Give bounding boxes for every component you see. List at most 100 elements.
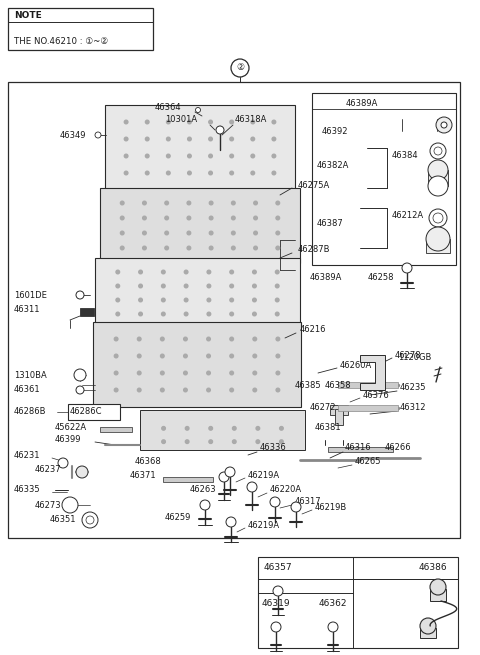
- Circle shape: [162, 284, 165, 288]
- Circle shape: [114, 354, 118, 358]
- Circle shape: [230, 121, 233, 124]
- Circle shape: [426, 227, 450, 251]
- Circle shape: [280, 426, 283, 430]
- Circle shape: [184, 312, 188, 316]
- Circle shape: [137, 388, 141, 392]
- Text: 10301A: 10301A: [165, 115, 197, 124]
- Circle shape: [207, 312, 211, 316]
- Text: 1601DE: 1601DE: [14, 291, 47, 299]
- Text: 46381: 46381: [315, 424, 342, 432]
- Circle shape: [209, 231, 213, 234]
- Text: THE NO.46210 : ①~②: THE NO.46210 : ①~②: [14, 37, 108, 47]
- Circle shape: [165, 201, 168, 205]
- Circle shape: [207, 298, 211, 302]
- Circle shape: [230, 298, 233, 302]
- Text: 46287B: 46287B: [298, 246, 331, 255]
- Text: 46235: 46235: [400, 383, 427, 392]
- Circle shape: [160, 354, 164, 358]
- Text: 46317: 46317: [295, 498, 322, 506]
- Circle shape: [430, 579, 446, 595]
- Circle shape: [256, 426, 260, 430]
- Circle shape: [116, 284, 120, 288]
- Circle shape: [230, 271, 233, 274]
- Text: 46319: 46319: [262, 599, 290, 608]
- Circle shape: [247, 482, 257, 492]
- Circle shape: [276, 216, 279, 220]
- Circle shape: [251, 154, 254, 158]
- Bar: [312, 93, 456, 265]
- Circle shape: [188, 171, 191, 175]
- Text: 46362: 46362: [319, 599, 347, 608]
- Bar: [426, 239, 450, 253]
- Bar: [428, 170, 448, 186]
- Circle shape: [254, 231, 257, 234]
- Bar: [8, 8, 153, 50]
- Bar: [105, 105, 295, 190]
- Circle shape: [167, 154, 170, 158]
- Circle shape: [160, 388, 164, 392]
- Circle shape: [139, 298, 143, 302]
- Bar: [140, 410, 305, 450]
- Text: 46336: 46336: [260, 443, 287, 453]
- Circle shape: [231, 59, 249, 77]
- Circle shape: [209, 121, 212, 124]
- Circle shape: [276, 312, 279, 316]
- Circle shape: [120, 231, 124, 234]
- Circle shape: [272, 154, 276, 158]
- Circle shape: [74, 369, 86, 381]
- Bar: [328, 447, 393, 452]
- Circle shape: [254, 201, 257, 205]
- Circle shape: [272, 121, 276, 124]
- Text: 46286C: 46286C: [70, 407, 103, 417]
- Circle shape: [184, 371, 187, 375]
- Circle shape: [184, 388, 187, 392]
- Text: 46216: 46216: [300, 326, 326, 335]
- Circle shape: [253, 354, 257, 358]
- Circle shape: [209, 154, 212, 158]
- Circle shape: [114, 371, 118, 375]
- Circle shape: [124, 154, 128, 158]
- Circle shape: [162, 426, 166, 430]
- Circle shape: [137, 337, 141, 341]
- Text: 46258: 46258: [368, 274, 395, 282]
- Text: 46278: 46278: [395, 350, 421, 360]
- Circle shape: [434, 147, 442, 155]
- Bar: [335, 409, 343, 425]
- Circle shape: [145, 171, 149, 175]
- Circle shape: [184, 298, 188, 302]
- Circle shape: [276, 271, 279, 274]
- Text: 46265: 46265: [355, 457, 382, 466]
- Text: 46392: 46392: [322, 126, 348, 136]
- Text: 46316: 46316: [345, 443, 372, 453]
- Text: 46376: 46376: [363, 390, 390, 400]
- Circle shape: [137, 371, 141, 375]
- Circle shape: [116, 271, 120, 274]
- Circle shape: [254, 246, 257, 250]
- Bar: [68, 404, 120, 420]
- Circle shape: [209, 426, 213, 430]
- Text: 46220A: 46220A: [270, 485, 302, 495]
- Text: ②: ②: [236, 64, 244, 73]
- Circle shape: [276, 246, 279, 250]
- Circle shape: [428, 160, 448, 180]
- Circle shape: [207, 354, 210, 358]
- Circle shape: [252, 271, 256, 274]
- Circle shape: [124, 121, 128, 124]
- Circle shape: [254, 216, 257, 220]
- Circle shape: [230, 312, 233, 316]
- Circle shape: [226, 517, 236, 527]
- Circle shape: [184, 337, 187, 341]
- Circle shape: [200, 500, 210, 510]
- Text: 46335: 46335: [14, 485, 41, 495]
- Text: 46286B: 46286B: [14, 407, 47, 417]
- Circle shape: [207, 271, 211, 274]
- Circle shape: [230, 354, 233, 358]
- Circle shape: [207, 284, 211, 288]
- Circle shape: [219, 472, 229, 482]
- Circle shape: [165, 231, 168, 234]
- Text: 46364: 46364: [155, 103, 181, 113]
- Circle shape: [188, 154, 191, 158]
- Circle shape: [230, 137, 233, 141]
- Text: 46272: 46272: [310, 403, 336, 413]
- Bar: [93, 322, 301, 407]
